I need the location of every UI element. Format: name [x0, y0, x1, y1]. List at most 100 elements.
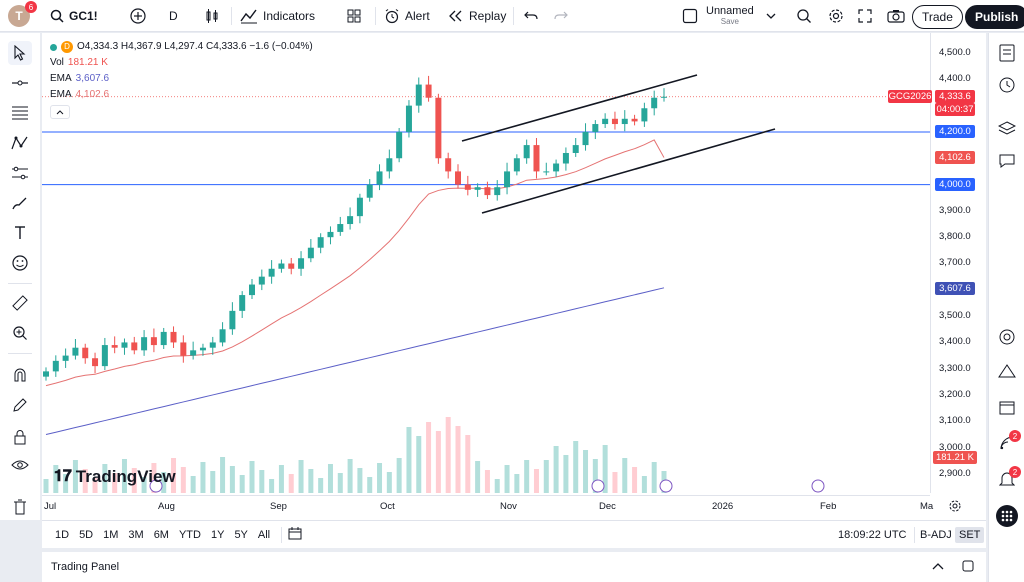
countdown-tag: 04:00:37 — [935, 103, 975, 116]
products-button[interactable] — [995, 504, 1019, 528]
ema-fast-legend[interactable]: EMA 4,102.6 — [50, 87, 313, 103]
trading-panel-label[interactable]: Trading Panel — [51, 561, 120, 573]
session-toggle[interactable]: SET — [955, 526, 985, 543]
publish-button[interactable]: Publish — [965, 5, 1024, 29]
date-range-button[interactable] — [288, 526, 302, 543]
layout-name-button[interactable]: Unnamed Save — [706, 5, 754, 26]
range-button[interactable]: 1Y — [210, 528, 225, 541]
replay-button[interactable]: Replay — [442, 3, 512, 29]
prediction-tool[interactable] — [8, 161, 32, 185]
range-button[interactable]: 1D — [55, 528, 70, 541]
time-tick-label: Oct — [380, 501, 395, 512]
range-button[interactable]: YTD — [178, 528, 201, 541]
adjustment-toggle[interactable]: B-ADJ — [920, 528, 952, 541]
fib-tool[interactable] — [8, 101, 32, 125]
candle-body — [504, 171, 511, 188]
settings-button[interactable] — [822, 3, 850, 29]
zoom-tool[interactable] — [8, 321, 32, 345]
chart-pane[interactable]: D O4,334.3 H4,367.9 L4,297.4 C4,333.6 −1… — [42, 33, 986, 520]
price-tick-label: 3,200.0 — [939, 388, 971, 400]
volume-bar — [592, 459, 598, 493]
range-button[interactable]: 5Y — [234, 528, 248, 541]
emoji-tool[interactable] — [8, 251, 32, 275]
fullscreen-button[interactable] — [852, 3, 878, 29]
measure-lines-icon — [11, 165, 29, 181]
lock-drawings-tool[interactable] — [8, 393, 32, 417]
level-4200-tag: 4,200.0 — [935, 125, 975, 138]
layout-checkbox[interactable] — [676, 3, 704, 29]
trend-line-tool[interactable] — [8, 71, 32, 95]
calendar-button[interactable] — [995, 395, 1019, 419]
price-chart[interactable] — [42, 33, 986, 520]
watchlist-button[interactable] — [995, 41, 1019, 65]
redo-button[interactable] — [548, 3, 574, 29]
chart-type-button[interactable] — [198, 3, 226, 29]
time-tick-label: Jul — [44, 501, 57, 512]
ema-slow-value: 3,607.6 — [75, 73, 110, 84]
chat-button[interactable] — [995, 149, 1019, 173]
gear-icon — [828, 8, 844, 24]
ema-fast-tag: 4,102.6 — [935, 151, 975, 164]
dots-grid-icon — [996, 505, 1018, 527]
price-tick-label: 3,700.0 — [939, 257, 971, 269]
remove-drawings-tool[interactable] — [8, 495, 32, 519]
candle-body — [396, 131, 403, 159]
magnet-tool[interactable] — [8, 363, 32, 387]
symbol-search[interactable]: GC1! — [44, 3, 104, 29]
ruler-tool[interactable] — [8, 291, 32, 315]
candle-body — [317, 237, 324, 248]
axis-settings-button[interactable] — [948, 499, 962, 518]
undo-button[interactable] — [518, 3, 544, 29]
range-button[interactable]: All — [257, 528, 271, 541]
volume-bar — [121, 459, 127, 493]
user-avatar[interactable]: T — [8, 5, 30, 27]
text-tool[interactable] — [8, 221, 32, 245]
zoom-in-icon — [12, 325, 28, 341]
volume-bar — [298, 460, 304, 493]
templates-button[interactable] — [340, 3, 368, 29]
object-tree-button[interactable] — [995, 117, 1019, 141]
volume-bar — [82, 469, 88, 493]
alerts-panel-button[interactable] — [995, 73, 1019, 97]
time-axis[interactable]: Jul Aug Sep Oct Nov Dec 2026 Feb Ma — [42, 495, 933, 520]
pine-button[interactable] — [995, 359, 1019, 383]
trade-button[interactable]: Trade — [912, 5, 963, 29]
hotlist-button[interactable] — [995, 325, 1019, 349]
candle-body — [180, 342, 187, 356]
volume-bar — [386, 472, 392, 493]
maximize-panel-button[interactable] — [962, 560, 974, 575]
cursor-tool[interactable] — [8, 41, 32, 65]
range-button[interactable]: 5D — [79, 528, 94, 541]
compare-button[interactable] — [124, 3, 152, 29]
separator — [231, 6, 232, 25]
range-button[interactable]: 1M — [103, 528, 119, 541]
volume-bar — [573, 441, 579, 493]
layout-menu-button[interactable] — [760, 3, 782, 29]
utc-clock[interactable]: 18:09:22 UTC — [838, 528, 907, 541]
layout-save-status: Save — [720, 17, 739, 26]
hide-drawings-tool[interactable] — [8, 453, 32, 477]
alert-button[interactable]: Alert — [378, 3, 436, 29]
candle-body — [131, 342, 138, 351]
alarm-clock-icon — [384, 8, 400, 24]
snapshot-button[interactable] — [881, 3, 911, 29]
brush-tool[interactable] — [8, 191, 32, 215]
ema-slow-legend[interactable]: EMA 3,607.6 — [50, 71, 313, 87]
event-marker-icon — [591, 479, 605, 493]
pattern-tool[interactable] — [8, 131, 32, 155]
quick-search-button[interactable] — [790, 3, 818, 29]
volume-bar — [622, 458, 628, 493]
ema-fast-label: EMA — [50, 89, 72, 100]
event-marker-icon — [149, 479, 163, 493]
collapse-legend-button[interactable] — [50, 105, 70, 119]
volume-legend[interactable]: Vol 181.21 K — [50, 55, 313, 71]
candle-body — [631, 118, 638, 122]
ohlc-row: D O4,334.3 H4,367.9 L4,297.4 C4,333.6 −1… — [50, 39, 313, 55]
range-button[interactable]: 6M — [153, 528, 169, 541]
interval-button[interactable]: D — [169, 8, 178, 23]
range-button[interactable]: 3M — [128, 528, 144, 541]
lock-tool[interactable] — [8, 425, 32, 449]
indicators-button[interactable]: Indicators — [234, 3, 321, 29]
expand-panel-button[interactable] — [932, 561, 944, 573]
volume-bar — [278, 465, 284, 493]
